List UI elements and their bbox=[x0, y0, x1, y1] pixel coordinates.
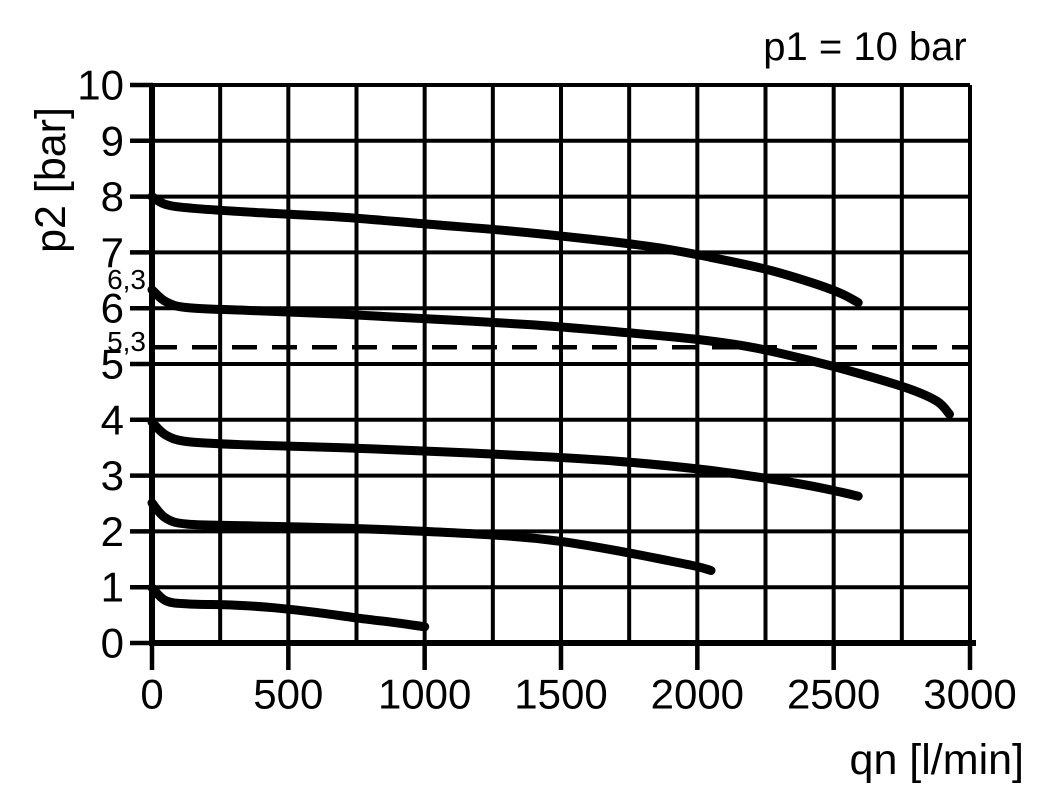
y-tick-label: 6 bbox=[101, 285, 124, 332]
x-tick-label: 0 bbox=[140, 671, 163, 718]
extra-y-label: 5,3 bbox=[107, 326, 146, 357]
x-tick-label: 3000 bbox=[923, 671, 1016, 718]
curve-1-bar bbox=[147, 583, 430, 632]
y-tick-label: 3 bbox=[101, 452, 124, 499]
chart-title: p1 = 10 bar bbox=[763, 25, 967, 69]
y-tick-label: 4 bbox=[101, 396, 124, 443]
y-tick-label: 8 bbox=[101, 173, 124, 220]
y-axis-label: p2 [bar] bbox=[27, 107, 75, 253]
chart-generated-layer: 0 1 2 3 4 5 6 7 8 9 10 0 500 1000 1500 2000 2500 3000 6,3 5… bbox=[77, 62, 1016, 718]
x-tick-label: 1000 bbox=[378, 671, 471, 718]
x-tick-label: 1500 bbox=[514, 671, 607, 718]
curve-6.3-bar bbox=[147, 285, 954, 419]
x-axis-label: qn [l/min] bbox=[850, 736, 1024, 784]
y-tick-label: 1 bbox=[101, 564, 124, 611]
y-tick-label: 0 bbox=[101, 620, 124, 667]
curve-4-bar bbox=[147, 417, 863, 501]
y-tick-label: 2 bbox=[101, 508, 124, 555]
curve-8-bar bbox=[147, 192, 863, 308]
curve-2.5-bar bbox=[147, 498, 716, 575]
x-tick-label: 2000 bbox=[651, 671, 744, 718]
x-tick-label: 2500 bbox=[787, 671, 880, 718]
x-tick-label: 500 bbox=[253, 671, 323, 718]
y-tick-label: 5 bbox=[101, 341, 124, 388]
extra-y-label: 6,3 bbox=[107, 264, 146, 295]
y-tick-label: 9 bbox=[101, 117, 124, 164]
y-tick-label: 7 bbox=[101, 229, 124, 276]
y-tick-label: 10 bbox=[77, 62, 124, 109]
